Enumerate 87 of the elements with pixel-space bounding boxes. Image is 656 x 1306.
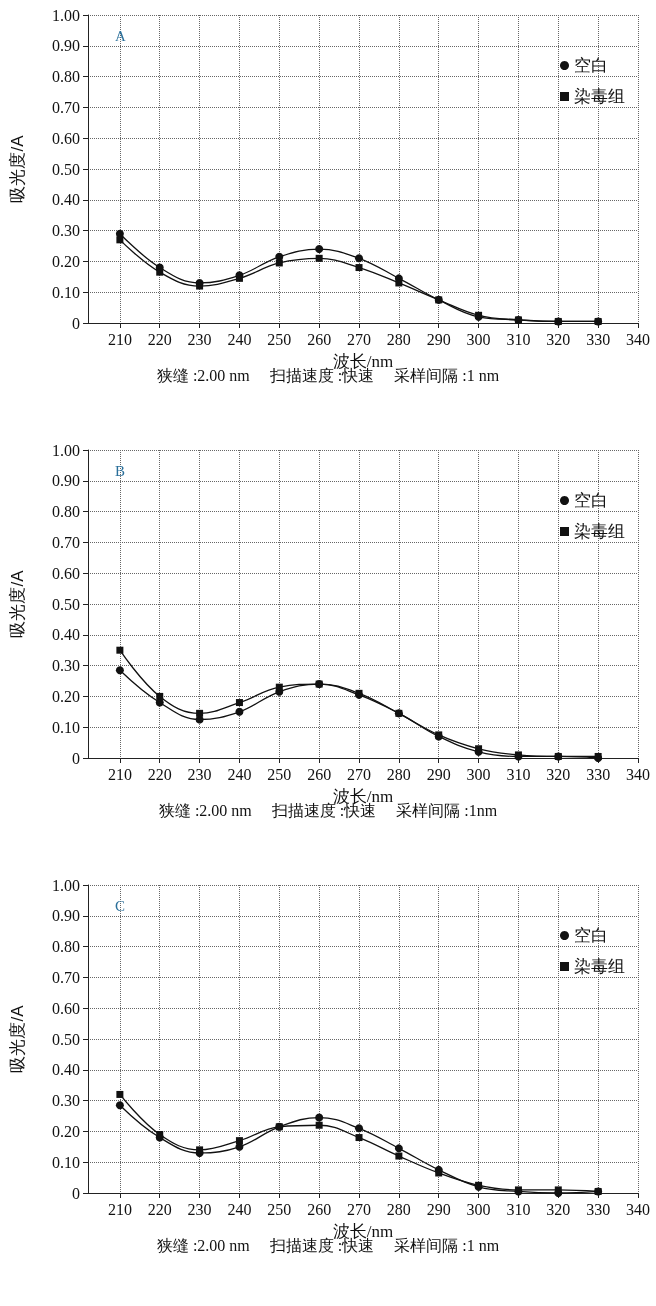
y-tick-label: 0.70	[52, 968, 80, 986]
y-tick-label: 0	[72, 1184, 80, 1202]
y-axis-title: 吸光度/A	[8, 1004, 27, 1073]
x-tick-label: 210	[107, 330, 132, 348]
x-tick-label: 280	[386, 765, 411, 783]
x-tick-label: 340	[626, 330, 650, 348]
y-tick-label: 0.80	[52, 938, 80, 956]
y-tick-label: 0.10	[52, 283, 80, 301]
x-tick-label: 250	[267, 1200, 292, 1218]
x-tick-label: 280	[386, 330, 411, 348]
x-tick-label: 290	[426, 330, 451, 348]
x-tick-label: 330	[586, 1200, 611, 1218]
y-axis-title: 吸光度/A	[8, 134, 27, 203]
x-tick-label: 330	[586, 330, 611, 348]
y-tick-label: 0.30	[52, 1092, 80, 1110]
legend-label: 空白	[574, 926, 608, 945]
x-tick-label: 220	[147, 330, 172, 348]
x-tick-label: 310	[506, 1200, 531, 1218]
y-tick-label: 0.60	[52, 564, 80, 582]
x-tick-label: 230	[187, 330, 212, 348]
y-tick-label: 0.80	[52, 503, 80, 521]
x-tick-label: 320	[546, 330, 571, 348]
x-tick-label: 270	[347, 1200, 372, 1218]
y-tick-label: 0.90	[52, 907, 80, 925]
y-tick-label: 0.10	[52, 1153, 80, 1171]
x-tick-label: 250	[267, 765, 292, 783]
x-tick-label: 230	[187, 765, 212, 783]
x-tick-label: 340	[626, 1200, 650, 1218]
y-tick-label: 0	[72, 314, 80, 332]
y-tick-label: 0.50	[52, 595, 80, 613]
x-tick-label: 300	[466, 330, 491, 348]
x-tick-label: 270	[347, 330, 372, 348]
y-tick-label: 0.40	[52, 626, 80, 644]
x-tick-label: 320	[546, 1200, 571, 1218]
y-tick-label: 0.60	[52, 999, 80, 1017]
legend-label: 空白	[574, 56, 608, 75]
y-tick-label: 0	[72, 749, 80, 767]
y-tick-label: 0.90	[52, 37, 80, 55]
x-tick-label: 240	[227, 1200, 252, 1218]
x-tick-label: 310	[506, 765, 531, 783]
x-tick-label: 320	[546, 765, 571, 783]
y-tick-label: 0.70	[52, 533, 80, 551]
legend-label: 染毒组	[574, 522, 625, 541]
x-tick-label: 340	[626, 765, 650, 783]
x-tick-label: 250	[267, 330, 292, 348]
x-tick-label: 310	[506, 330, 531, 348]
y-tick-label: 0.40	[52, 1061, 80, 1079]
x-tick-label: 240	[227, 330, 252, 348]
y-tick-label: 0.90	[52, 472, 80, 490]
y-tick-label: 0.30	[52, 657, 80, 675]
x-tick-label: 230	[187, 1200, 212, 1218]
x-tick-label: 270	[347, 765, 372, 783]
x-tick-label: 280	[386, 1200, 411, 1218]
y-tick-label: 0.20	[52, 252, 80, 270]
x-tick-label: 290	[426, 765, 451, 783]
x-tick-label: 260	[307, 765, 332, 783]
x-tick-label: 210	[107, 1200, 132, 1218]
y-tick-label: 0.50	[52, 160, 80, 178]
x-tick-label: 220	[147, 1200, 172, 1218]
x-tick-label: 210	[107, 765, 132, 783]
x-tick-label: 220	[147, 765, 172, 783]
legend-label: 空白	[574, 491, 608, 510]
y-tick-label: 1.00	[52, 876, 80, 894]
x-tick-label: 330	[586, 765, 611, 783]
y-tick-label: 1.00	[52, 441, 80, 459]
y-tick-label: 0.10	[52, 718, 80, 736]
text: B	[115, 462, 126, 479]
y-tick-label: 1.00	[52, 6, 80, 24]
y-tick-label: 0.40	[52, 191, 80, 209]
text: A	[115, 27, 126, 44]
y-tick-label: 0.70	[52, 98, 80, 116]
text: C	[115, 897, 126, 914]
x-tick-label: 290	[426, 1200, 451, 1218]
y-tick-label: 0.30	[52, 222, 80, 240]
y-tick-label: 0.80	[52, 68, 80, 86]
x-tick-label: 300	[466, 765, 491, 783]
x-tick-label: 240	[227, 765, 252, 783]
y-axis-title: 吸光度/A	[8, 569, 27, 638]
x-tick-label: 300	[466, 1200, 491, 1218]
legend-label: 染毒组	[574, 957, 625, 976]
y-tick-label: 0.20	[52, 1122, 80, 1140]
x-tick-label: 260	[307, 1200, 332, 1218]
y-tick-label: 0.20	[52, 687, 80, 705]
x-tick-label: 260	[307, 330, 332, 348]
y-tick-label: 0.50	[52, 1030, 80, 1048]
legend-label: 染毒组	[574, 87, 625, 106]
y-tick-label: 0.60	[52, 129, 80, 147]
